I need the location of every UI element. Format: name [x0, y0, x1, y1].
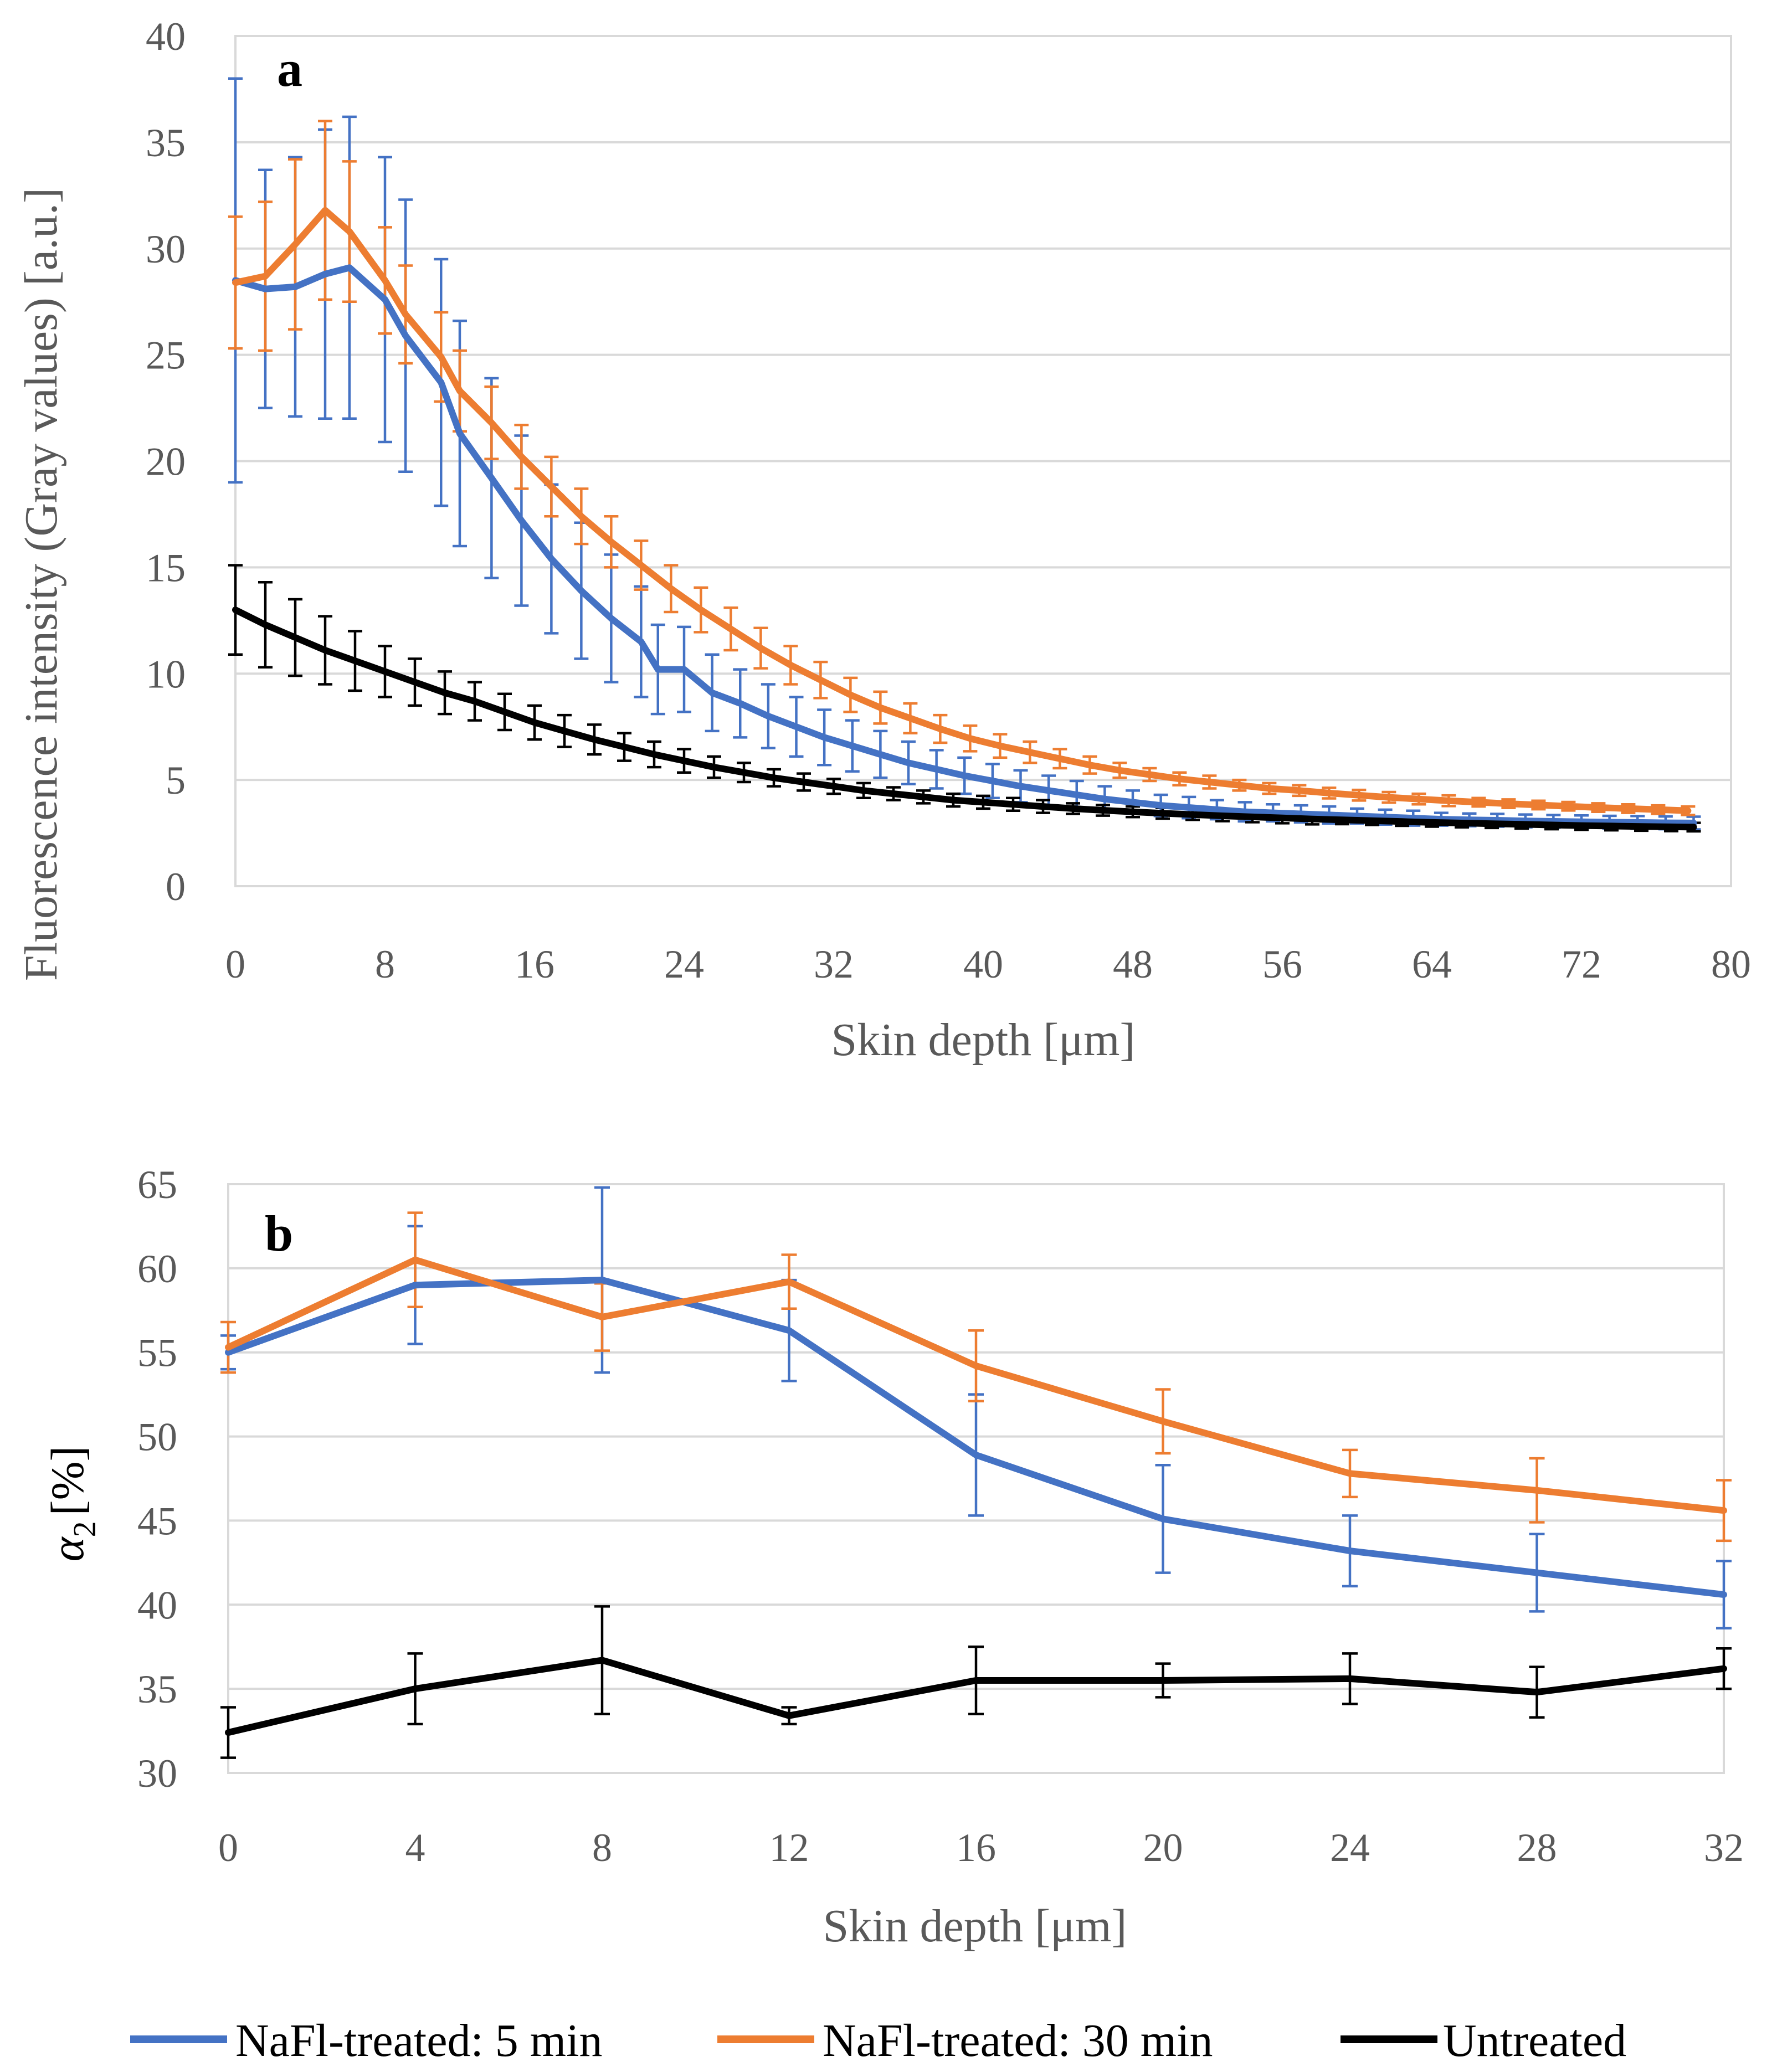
panel-a-series-line-5min [232, 264, 1697, 826]
panel-a-x-tick-48: 48 [1113, 942, 1153, 986]
panel-a-gridlines [235, 35, 1731, 782]
panel-a-y-axis-title: Fluorescence intensity (Gray values) [a.… [16, 188, 67, 981]
panel-b-y-tick-labels: 30 35 40 45 50 55 60 65 [137, 1163, 177, 1796]
panel-b-x-tick-12: 12 [769, 1826, 809, 1870]
chart-panel-b: 30 35 40 45 50 55 60 65 0 4 8 12 16 20 24 28 32 b Skin … [42, 1163, 1744, 1952]
panel-a-x-tick-32: 32 [814, 942, 854, 986]
panel-a-y-tick-15: 15 [146, 546, 186, 590]
panel-a-y-tick-35: 35 [146, 121, 186, 165]
panel-a-x-tick-16: 16 [515, 942, 554, 986]
panel-b-y-tick-30: 30 [137, 1751, 177, 1796]
panel-b-y-tick-50: 50 [137, 1415, 177, 1459]
panel-a-y-tick-10: 10 [146, 652, 186, 696]
panel-a-series-lines [232, 207, 1697, 831]
panel-a-x-tick-72: 72 [1562, 942, 1601, 986]
panel-a-y-tick-40: 40 [146, 14, 186, 59]
panel-b-y-axis-title: α2 [%] [42, 1446, 102, 1561]
panel-b-x-tick-20: 20 [1143, 1826, 1183, 1870]
panel-a-x-tick-0: 0 [225, 942, 245, 986]
legend-label-30min: NaFl-treated: 30 min [823, 2015, 1213, 2066]
panel-b-y-tick-45: 45 [137, 1499, 177, 1543]
panel-a-x-tick-64: 64 [1412, 942, 1452, 986]
panel-a-y-tick-30: 30 [146, 227, 186, 271]
panel-a-y-tick-25: 25 [146, 333, 186, 378]
panel-a-series-line-30min [232, 207, 1692, 814]
panel-b-y-tick-60: 60 [137, 1247, 177, 1291]
panel-b-y-axis-unit: [%] [42, 1446, 94, 1515]
panel-b-y-tick-40: 40 [137, 1583, 177, 1627]
panel-b-letter: b [265, 1205, 293, 1262]
panel-a-letter: a [277, 40, 302, 97]
panel-b-x-tick-labels: 0 4 8 12 16 20 24 28 32 [218, 1826, 1744, 1870]
legend-label-untreated: Untreated [1443, 2015, 1626, 2066]
panel-a-y-tick-0: 0 [166, 865, 186, 909]
panel-b-x-tick-4: 4 [405, 1826, 425, 1870]
panel-b-x-axis-title: Skin depth [μm] [823, 1900, 1127, 1952]
panel-b-series-lines [225, 1256, 1727, 1736]
panel-b-x-tick-0: 0 [218, 1826, 238, 1870]
panel-b-y-axis-subscript: 2 [66, 1521, 102, 1537]
panel-a-x-tick-80: 80 [1711, 942, 1751, 986]
panel-a-y-tick-labels: 0 5 10 15 20 25 30 35 40 [146, 14, 186, 909]
panel-b-x-tick-24: 24 [1330, 1826, 1370, 1870]
panel-b-x-tick-8: 8 [592, 1826, 612, 1870]
panel-a-y-tick-20: 20 [146, 440, 186, 484]
panel-a-series-line-untreated [232, 606, 1697, 831]
panel-b-y-tick-65: 65 [137, 1163, 177, 1207]
panel-b-x-tick-28: 28 [1517, 1826, 1557, 1870]
panel-b-y-tick-35: 35 [137, 1667, 177, 1711]
panel-b-y-axis-symbol: α [42, 1536, 94, 1562]
panel-a-x-tick-24: 24 [664, 942, 704, 986]
legend: NaFl-treated: 5 min NaFl-treated: 30 min… [130, 2015, 1626, 2066]
legend-label-5min: NaFl-treated: 5 min [235, 2015, 602, 2066]
panel-a-x-tick-56: 56 [1262, 942, 1302, 986]
panel-a-x-tick-labels: 0 8 16 24 32 40 48 56 64 72 80 [225, 942, 1751, 986]
panel-a-error-bars [228, 77, 1701, 833]
panel-a-y-tick-5: 5 [166, 758, 186, 803]
panel-a-x-axis-title: Skin depth [μm] [831, 1014, 1136, 1066]
panel-b-x-tick-16: 16 [956, 1826, 996, 1870]
panel-b-series-line-30min [225, 1256, 1727, 1514]
panel-b-series-line-untreated [225, 1657, 1727, 1736]
panel-b-x-tick-32: 32 [1704, 1826, 1744, 1870]
panel-a-x-tick-40: 40 [963, 942, 1003, 986]
panel-a-x-tick-8: 8 [375, 942, 395, 986]
panel-b-plot-frame [227, 1183, 1725, 1774]
panel-b-y-tick-55: 55 [137, 1331, 177, 1375]
panel-b-series-line-5min [225, 1277, 1727, 1598]
